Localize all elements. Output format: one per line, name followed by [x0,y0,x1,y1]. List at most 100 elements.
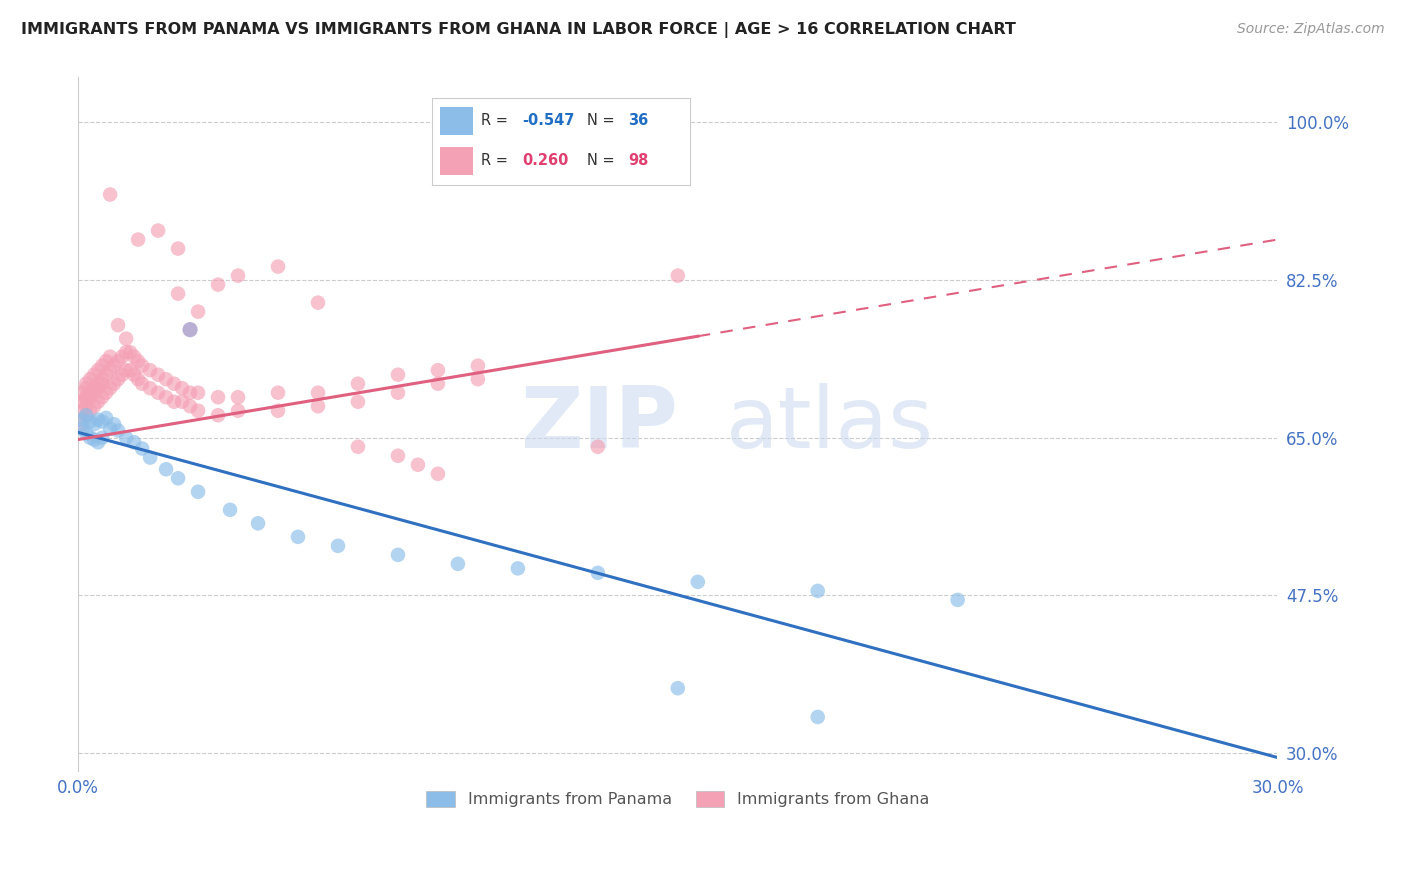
Point [207,409,229,423]
Point [75,409,97,423]
Point [75,409,97,423]
Point [98,350,121,364]
Point [98,381,121,395]
Point [79,372,101,386]
Legend: Immigrants from Panama, Immigrants from Ghana: Immigrants from Panama, Immigrants from … [418,782,938,815]
Point [139,450,162,465]
Point [127,354,149,368]
Point [207,390,229,404]
Point [122,435,145,450]
Point [170,394,193,409]
Point [506,561,529,575]
Point [139,363,162,377]
Point [122,368,145,382]
Point [187,403,209,417]
Text: Source: ZipAtlas.com: Source: ZipAtlas.com [1237,22,1385,37]
Point [75,381,97,395]
Point [387,548,409,562]
Point [111,350,134,364]
Point [187,484,209,499]
Point [146,223,169,237]
Point [163,376,186,391]
Point [83,368,105,382]
Point [79,403,101,417]
Point [163,394,186,409]
Point [307,399,329,413]
Point [91,376,114,391]
Point [307,385,329,400]
Point [87,381,110,395]
Point [131,376,153,391]
Point [98,187,121,202]
Point [187,304,209,318]
Point [426,363,449,377]
Point [87,435,110,450]
Point [111,368,134,382]
Point [94,354,117,368]
Point [666,681,689,695]
Point [155,462,177,476]
Point [91,415,114,429]
Point [946,593,969,607]
Point [103,417,125,432]
Point [807,710,830,724]
Point [91,359,114,373]
Point [75,426,97,441]
Point [70,385,93,400]
Point [155,390,177,404]
Point [70,394,93,409]
Point [79,390,101,404]
Point [387,449,409,463]
Point [406,458,429,472]
Point [131,359,153,373]
Point [94,368,117,382]
Point [75,392,97,406]
Point [87,413,110,427]
Point [115,431,138,445]
Point [115,345,138,359]
Point [467,372,489,386]
Point [226,268,249,283]
Point [75,399,97,413]
Point [686,574,709,589]
Point [79,415,101,429]
Point [107,318,129,333]
Point [146,385,169,400]
Point [387,385,409,400]
Text: ZIP: ZIP [520,383,678,466]
Point [70,422,93,436]
Point [426,376,449,391]
Point [107,354,129,368]
Point [70,403,93,417]
Point [115,363,138,377]
Point [94,385,117,400]
Point [447,557,470,571]
Text: atlas: atlas [725,383,934,466]
Point [267,260,290,274]
Point [155,372,177,386]
Text: IMMIGRANTS FROM PANAMA VS IMMIGRANTS FROM GHANA IN LABOR FORCE | AGE > 16 CORREL: IMMIGRANTS FROM PANAMA VS IMMIGRANTS FRO… [21,22,1017,38]
Point [131,442,153,456]
Point [267,385,290,400]
Point [219,503,242,517]
Point [75,390,97,404]
Point [83,381,105,395]
Point [94,411,117,425]
Point [167,286,190,301]
Point [307,295,329,310]
Point [167,471,190,485]
Point [666,268,689,283]
Point [267,403,290,417]
Point [226,403,249,417]
Point [87,363,110,377]
Point [115,332,138,346]
Point [127,233,149,247]
Point [326,539,349,553]
Point [347,376,370,391]
Point [347,440,370,454]
Point [170,381,193,395]
Point [70,413,93,427]
Point [179,399,201,413]
Point [91,372,114,386]
Point [83,399,105,413]
